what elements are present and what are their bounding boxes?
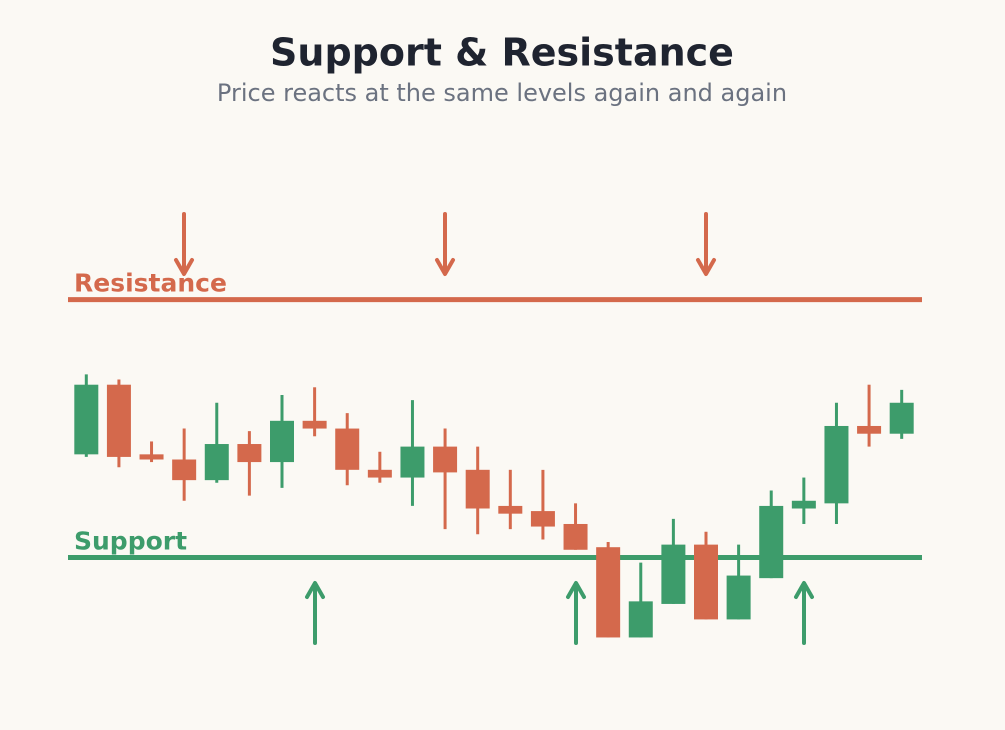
level-label: Resistance xyxy=(74,269,227,298)
arrow-up xyxy=(794,581,814,645)
arrow-up xyxy=(566,581,586,645)
candle-body xyxy=(563,523,588,550)
arrow-down xyxy=(174,212,194,276)
candle-body xyxy=(661,544,686,604)
resistance-arrows xyxy=(174,212,716,276)
arrow-down xyxy=(435,212,455,276)
candle-body xyxy=(791,500,816,509)
level-label: Support xyxy=(74,527,187,556)
candle-body xyxy=(759,505,784,579)
arrow-down xyxy=(696,212,716,276)
candle-body xyxy=(694,544,718,620)
candle-body xyxy=(433,446,458,473)
chart-title: Support & Resistance xyxy=(270,31,734,75)
candle-body xyxy=(270,420,294,463)
candle-body xyxy=(139,454,164,460)
candle-body xyxy=(74,384,99,455)
candle-body xyxy=(106,384,131,457)
candle-body xyxy=(530,511,555,527)
candle-body xyxy=(367,469,392,478)
candle-body xyxy=(628,601,653,638)
candle-body xyxy=(204,444,229,481)
candle-body xyxy=(335,428,360,470)
candle-body xyxy=(596,547,621,638)
candle-body xyxy=(726,575,751,620)
candle-body xyxy=(237,444,262,463)
candle-body xyxy=(172,459,197,481)
candle-body xyxy=(824,425,849,504)
arrow-up xyxy=(305,581,325,645)
candle-body xyxy=(400,446,425,478)
candle-body xyxy=(857,425,882,434)
candle-body xyxy=(889,402,914,434)
candle-body xyxy=(498,505,523,514)
candle-body xyxy=(302,420,327,429)
chart-subtitle: Price reacts at the same levels again an… xyxy=(217,79,787,107)
support-arrows xyxy=(305,581,814,645)
candle-body xyxy=(465,469,490,509)
